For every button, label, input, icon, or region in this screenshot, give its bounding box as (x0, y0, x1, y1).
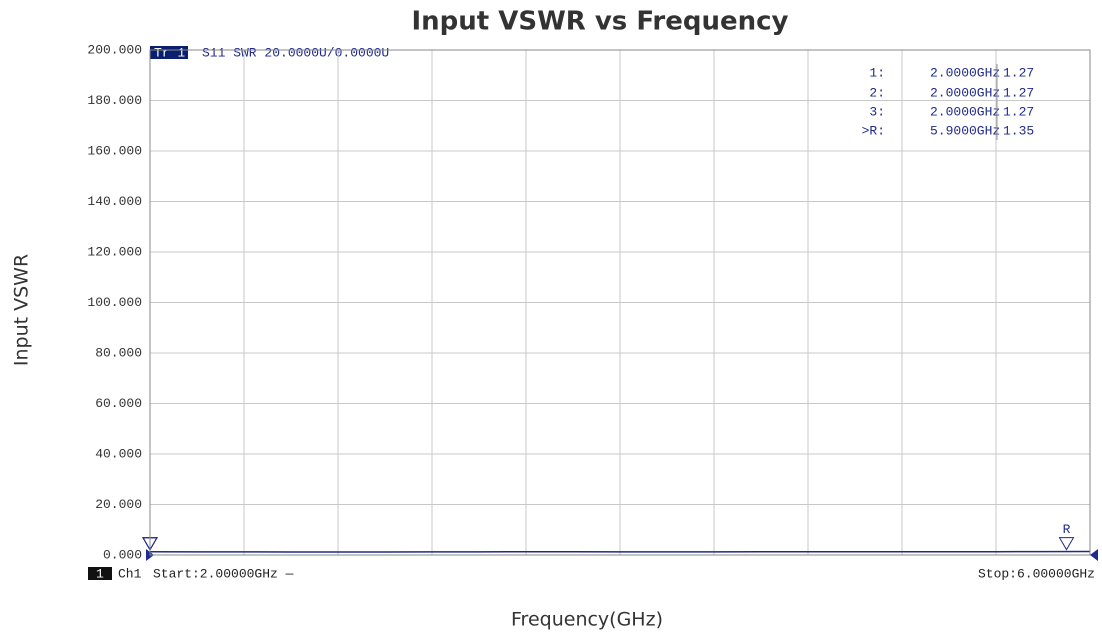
chart-title: Input VSWR vs Frequency (411, 7, 788, 37)
stop-label: Stop:6.00000GHz (978, 566, 1095, 581)
marker-name: 3: (869, 104, 885, 119)
channel-number: 1 (96, 566, 104, 581)
y-tick-label: 100.000 (87, 295, 142, 310)
marker-value: 1.27 (1003, 104, 1034, 119)
marker-tag: R (1063, 522, 1071, 537)
trace-info: S11 SWR 20.0000U/0.0000U (202, 45, 389, 60)
y-tick-label: 140.000 (87, 194, 142, 209)
marker-value: 1.27 (1003, 85, 1034, 100)
marker-name: 1: (869, 65, 885, 80)
marker-frequency: 2.0000GHz (930, 85, 1000, 100)
trace-line (149, 550, 1091, 553)
x-axis-label: Frequency(GHz) (511, 609, 663, 631)
start-label: Start:2.00000GHz — (153, 566, 294, 581)
marker-triangle (1058, 537, 1075, 551)
y-tick-label: 180.000 (87, 93, 142, 108)
y-tick-label: 0.000 (103, 547, 142, 562)
marker-name: 2: (869, 85, 885, 100)
y-axis-label: Input VSWR (11, 254, 33, 366)
y-tick-label: 160.000 (87, 143, 142, 158)
trace-tag-box (150, 46, 188, 59)
y-tick-label: 60.000 (95, 396, 142, 411)
marker-frequency: 2.0000GHz (930, 104, 1000, 119)
y-tick-label: 80.000 (95, 345, 142, 360)
channel-box (88, 567, 112, 580)
y-tick-label: 20.000 (95, 497, 142, 512)
plot-frame (149, 49, 1091, 556)
marker-name: >R: (862, 123, 885, 138)
y-tick-label: 40.000 (95, 446, 142, 461)
marker-frequency: 5.9000GHz (930, 123, 1000, 138)
y-tick-label: 120.000 (87, 244, 142, 259)
marker-frequency: 2.0000GHz (930, 65, 1000, 80)
y-tick-label: 200.000 (87, 42, 142, 57)
right-arrow (1090, 549, 1098, 561)
trace-tag: Tr 1 (154, 45, 185, 60)
channel: Ch1 (118, 566, 142, 581)
marker-value: 1.27 (1003, 65, 1034, 80)
marker-value: 1.35 (1003, 123, 1034, 138)
